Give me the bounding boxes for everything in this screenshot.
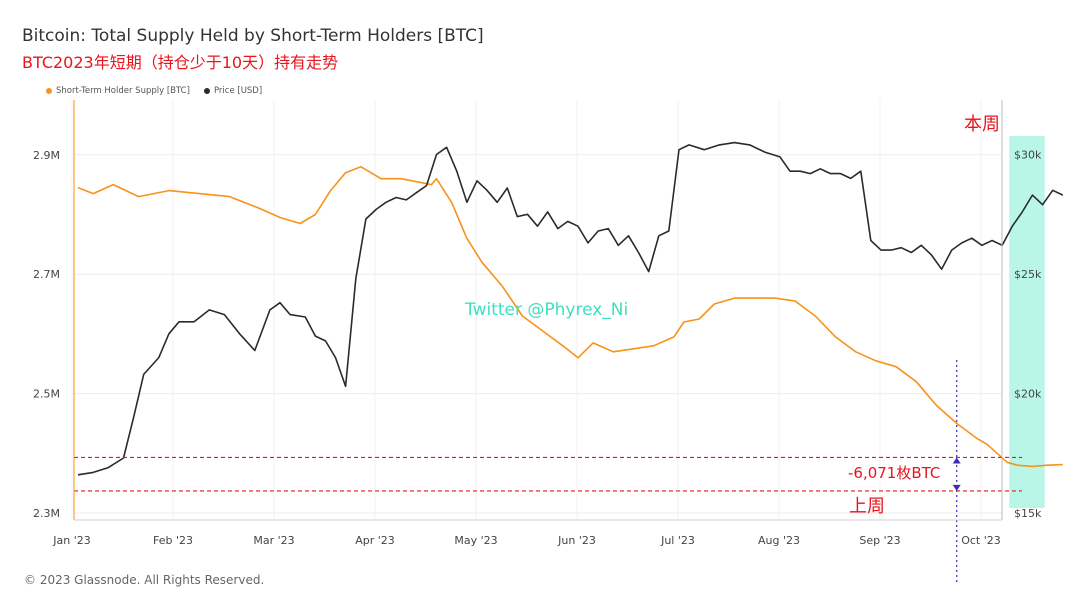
series-lines xyxy=(77,141,1064,476)
legend-label-price: Price [USD] xyxy=(213,86,263,96)
watermark-text: Twitter @Phyrex_Ni xyxy=(464,300,628,320)
x-tick-label: Feb '23 xyxy=(153,534,193,547)
highlight-band xyxy=(1009,136,1045,508)
legend-dot-supply xyxy=(46,88,52,94)
x-tick-label: Jun '23 xyxy=(557,534,596,547)
y-right-tick-label: $20k xyxy=(1014,388,1042,401)
highlight-rect-this-week xyxy=(1009,136,1045,508)
y-right-tick-label: $30k xyxy=(1014,149,1042,162)
series-line-price xyxy=(77,141,1064,476)
x-tick-label: Jul '23 xyxy=(660,534,695,547)
annotation-this-week: 本周 xyxy=(964,114,1000,135)
legend-item-price[interactable]: Price [USD] xyxy=(203,86,263,96)
y-left-tick-label: 2.7M xyxy=(33,268,60,281)
x-tick-label: Oct '23 xyxy=(961,534,1001,547)
x-tick-label: Sep '23 xyxy=(859,534,900,547)
annotation-layer xyxy=(74,360,1022,582)
legend-item-supply[interactable]: Short-Term Holder Supply [BTC] xyxy=(46,86,190,96)
y-right-tick-label: $15k xyxy=(1014,507,1042,520)
x-tick-label: Aug '23 xyxy=(758,534,800,547)
axes: 2.3M 2.5M 2.7M 2.9M $15k $20k $25k $30k Jan '23 F… xyxy=(33,100,1042,547)
y-left-tick-label: 2.9M xyxy=(33,149,60,162)
x-tick-label: Jan '23 xyxy=(52,534,90,547)
copyright-footer: © 2023 Glassnode. All Rights Reserved. xyxy=(24,573,265,587)
annotation-last-week: 上周 xyxy=(849,496,885,517)
legend-label-supply: Short-Term Holder Supply [BTC] xyxy=(56,86,190,96)
legend-dot-price xyxy=(203,88,210,94)
chart-subtitle: BTC2023年短期（持仓少于10天）持有走势 xyxy=(22,53,339,72)
x-tick-label: Mar '23 xyxy=(253,534,294,547)
grid-lines xyxy=(71,100,1002,520)
chart-title: Bitcoin: Total Supply Held by Short-Term… xyxy=(22,26,484,46)
y-left-tick-label: 2.3M xyxy=(33,507,60,520)
arrow-down-marker xyxy=(952,484,961,491)
y-left-tick-label: 2.5M xyxy=(33,388,60,401)
x-tick-label: May '23 xyxy=(454,534,497,547)
arrow-up-marker xyxy=(952,457,961,464)
x-tick-label: Apr '23 xyxy=(355,534,395,547)
series-line-supply xyxy=(77,165,1063,468)
chart-legend: Short-Term Holder Supply [BTC] Price [US… xyxy=(46,86,262,96)
annotation-change: -6,071枚BTC xyxy=(848,464,940,482)
y-right-tick-label: $25k xyxy=(1014,268,1042,281)
